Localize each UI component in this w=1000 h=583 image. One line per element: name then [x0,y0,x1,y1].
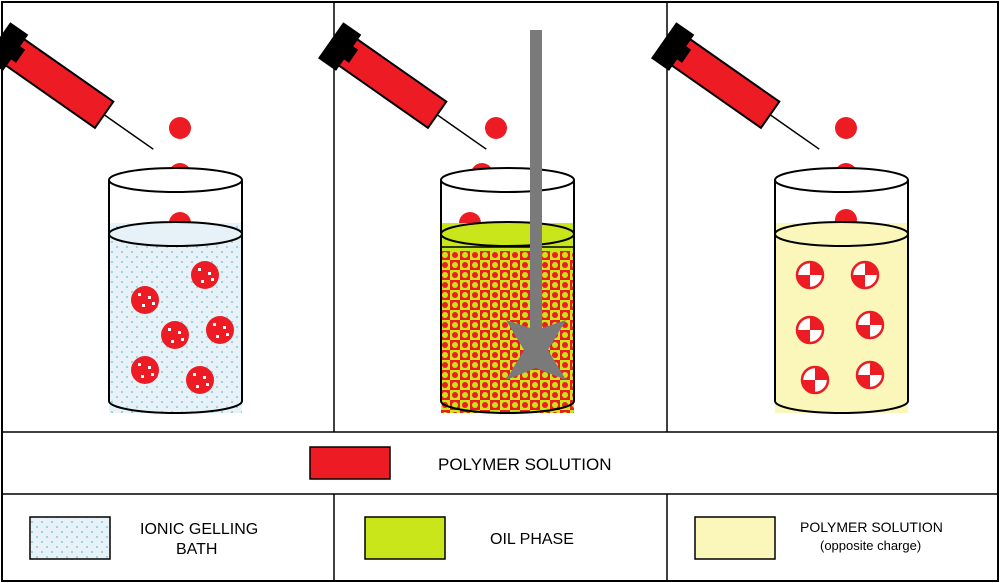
legend-swatch-oil [365,517,445,559]
beaker-oil [441,168,574,413]
diagram-container: POLYMER SOLUTION IONIC GELLING BATH OIL … [0,0,1000,583]
beaker-ionic [109,168,242,413]
stirrer [506,30,566,380]
legend-label-opp-1: POLYMER SOLUTION [800,519,943,535]
beaker-opposite [775,168,908,413]
legend-swatch-opposite [695,517,775,559]
particle-quadrant [797,262,823,288]
legend-label-opp-2: (opposite charge) [820,538,921,553]
legend-label-ionic-2: BATH [176,541,217,558]
legend-swatch-polymer [310,447,390,479]
legend-label-polymer: POLYMER SOLUTION [438,455,612,474]
legend-label-oil: OIL PHASE [490,531,574,548]
panel-oil-phase [318,22,574,413]
legend-row2: IONIC GELLING BATH OIL PHASE POLYMER SOL… [30,517,943,559]
syringe-needle [104,115,153,149]
legend-swatch-ionic [30,517,110,559]
panel-ionic-gelling [0,22,242,413]
drop [169,117,191,139]
particle-speckled [131,286,159,314]
panel-opposite-charge [651,22,908,413]
legend-label-ionic-1: IONIC GELLING [140,521,258,538]
legend-row1: POLYMER SOLUTION [310,447,612,479]
